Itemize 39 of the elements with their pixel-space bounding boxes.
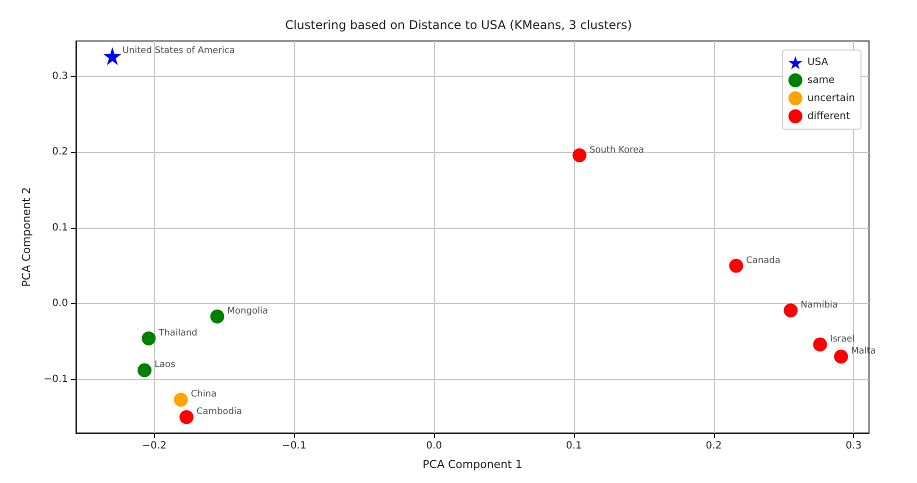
point: [174, 392, 188, 407]
annotation: Israel: [830, 334, 855, 344]
y-tick-label: 0.2: [52, 146, 68, 158]
legend-label: uncertain: [807, 92, 856, 104]
point: [813, 337, 828, 352]
x-tick-label: 0.1: [566, 440, 582, 452]
x-axis-title: PCA Component 1: [422, 458, 522, 471]
point: [103, 47, 122, 66]
annotation: Mongolia: [227, 306, 268, 316]
x-tick-label: −0.1: [282, 440, 306, 452]
annotation: South Korea: [589, 145, 644, 156]
y-tick-label: 0.3: [52, 71, 68, 82]
annotation: Cambodia: [196, 407, 242, 418]
point: [572, 148, 586, 162]
point: [729, 258, 744, 273]
legend-label: same: [807, 74, 835, 86]
chart-title: Clustering based on Distance to USA (KMeans, 3 clusters): [285, 18, 632, 32]
legend-label: different: [807, 110, 850, 122]
x-tick-label: 0.3: [846, 440, 862, 452]
annotation: Thailand: [158, 328, 198, 338]
point: [210, 309, 224, 324]
point: [142, 331, 156, 346]
x-tick-label: −0.2: [142, 440, 166, 452]
point: [784, 303, 798, 318]
annotation: Laos: [154, 360, 176, 370]
x-tick-label: 0.0: [426, 440, 442, 452]
y-tick-label: 0.0: [52, 298, 68, 310]
legend-label: USA: [807, 57, 828, 68]
x-tick-label: 0.2: [706, 440, 722, 452]
point: [138, 363, 152, 378]
y-tick-label: 0.1: [52, 222, 68, 234]
annotation: United States of America: [122, 46, 235, 56]
point: [180, 410, 194, 424]
y-axis-title: PCA Component 2: [20, 187, 33, 287]
annotation: Canada: [746, 256, 780, 266]
annotation: China: [190, 390, 217, 400]
annotation: Namibia: [800, 300, 838, 310]
point: [834, 350, 848, 364]
y-tick-label: −0.1: [44, 374, 68, 385]
